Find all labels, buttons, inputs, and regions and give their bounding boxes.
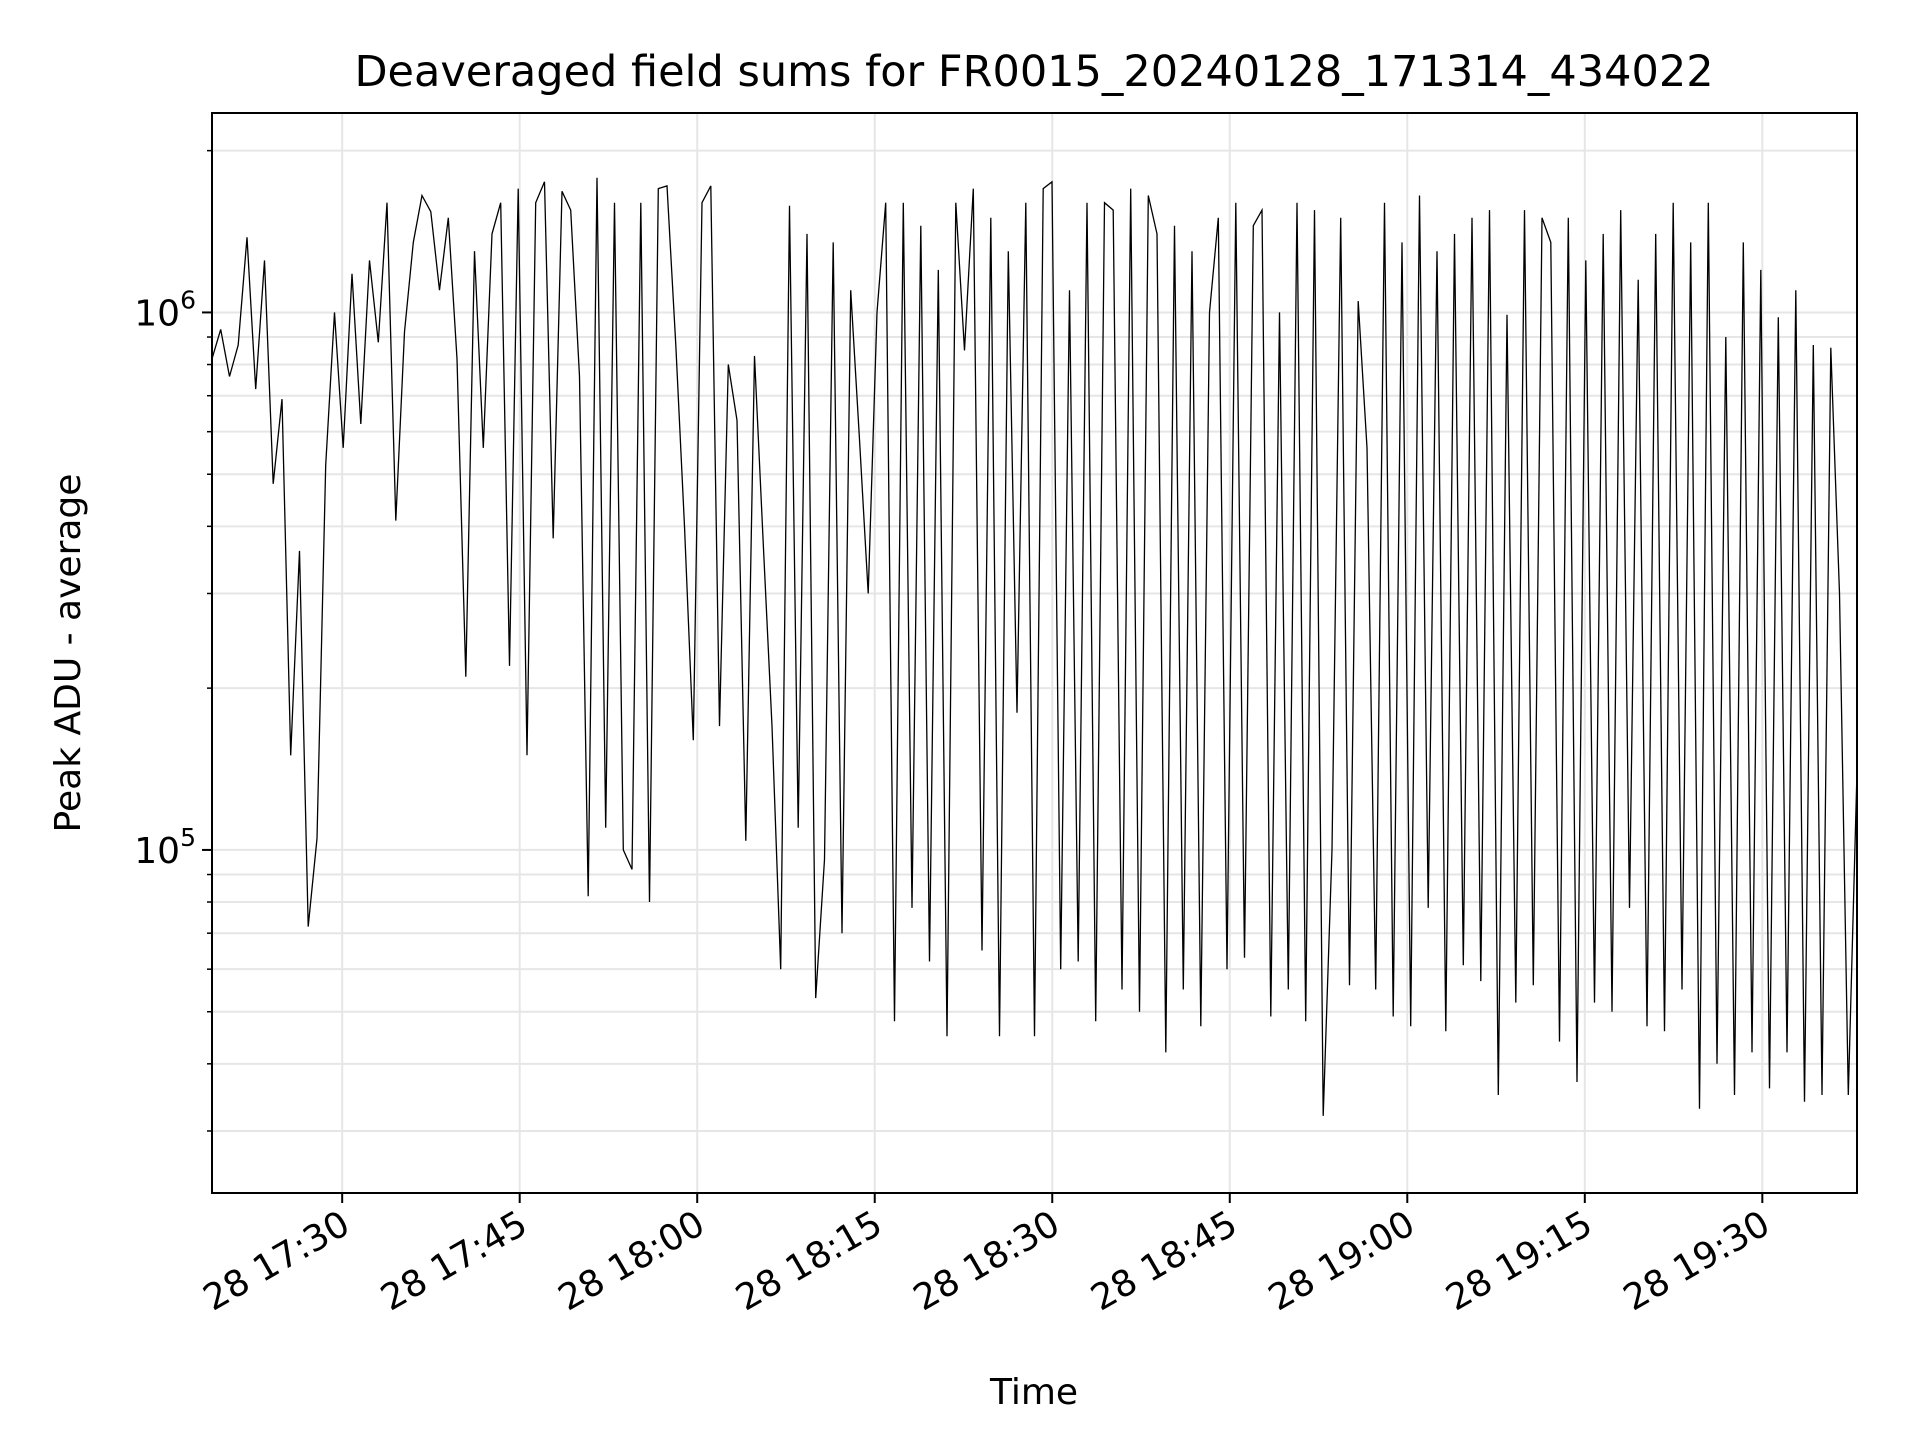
y-tick-label: 105 — [134, 823, 196, 872]
plot-frame — [211, 112, 1858, 1194]
chart-title: Deaveraged field sums for FR0015_2024012… — [354, 47, 1713, 97]
y-axis-label: Peak ADU - average — [48, 474, 89, 833]
data-series — [211, 177, 1858, 1116]
y-tick-label: 106 — [134, 285, 196, 334]
x-axis-label: Time — [989, 1372, 1078, 1413]
series-line — [211, 177, 1858, 1116]
